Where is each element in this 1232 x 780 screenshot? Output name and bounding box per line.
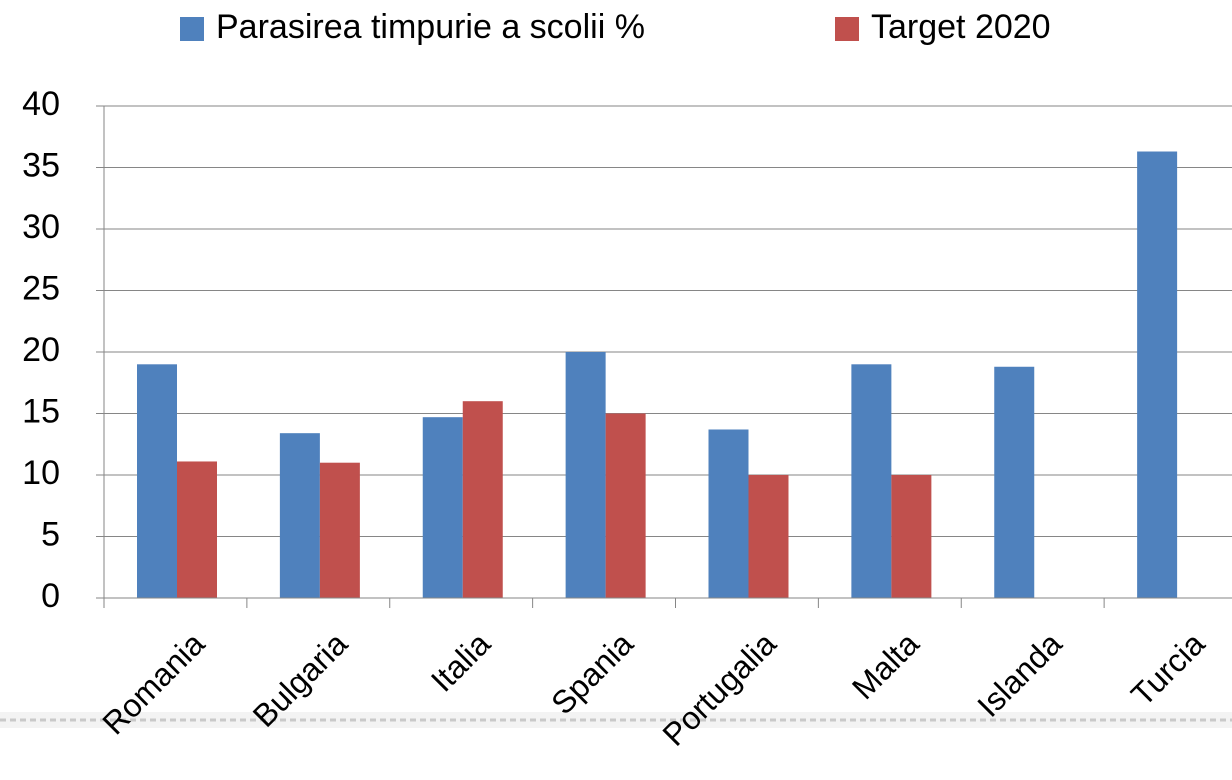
x-tick-label: Islanda — [970, 625, 1069, 724]
legend-label: Parasirea timpurie a scolii % — [216, 8, 645, 46]
bar — [462, 401, 503, 598]
x-tick-label: Malta — [845, 625, 926, 706]
x-tick-label: Spania — [544, 625, 640, 721]
y-tick-label: 40 — [22, 85, 60, 123]
bar — [279, 433, 320, 598]
x-tick-label: Portugalia — [656, 625, 783, 752]
y-tick-label: 10 — [22, 454, 60, 492]
y-tick-label: 35 — [22, 146, 60, 184]
y-tick-label: 30 — [22, 208, 60, 246]
y-tick-label: 0 — [41, 577, 60, 615]
bar — [605, 413, 646, 598]
y-tick-label: 5 — [41, 515, 60, 553]
y-tick-label: 25 — [22, 269, 60, 307]
bar — [994, 366, 1035, 598]
y-tick-label: 20 — [22, 331, 60, 369]
legend-swatch — [835, 17, 859, 41]
bar — [422, 417, 463, 598]
bar — [708, 429, 749, 598]
legend-swatch — [180, 17, 204, 41]
decorative-strip — [0, 712, 1232, 728]
x-tick-label: Turcia — [1124, 625, 1212, 713]
bar — [1137, 151, 1178, 598]
bar — [319, 462, 360, 598]
bar — [748, 475, 789, 598]
bar — [891, 475, 932, 598]
bar — [565, 352, 606, 598]
x-tick-label: Italia — [424, 625, 497, 698]
bar — [137, 364, 177, 598]
bar — [177, 461, 217, 598]
y-tick-label: 15 — [22, 392, 60, 430]
legend-label: Target 2020 — [871, 8, 1051, 46]
bar — [851, 364, 892, 598]
